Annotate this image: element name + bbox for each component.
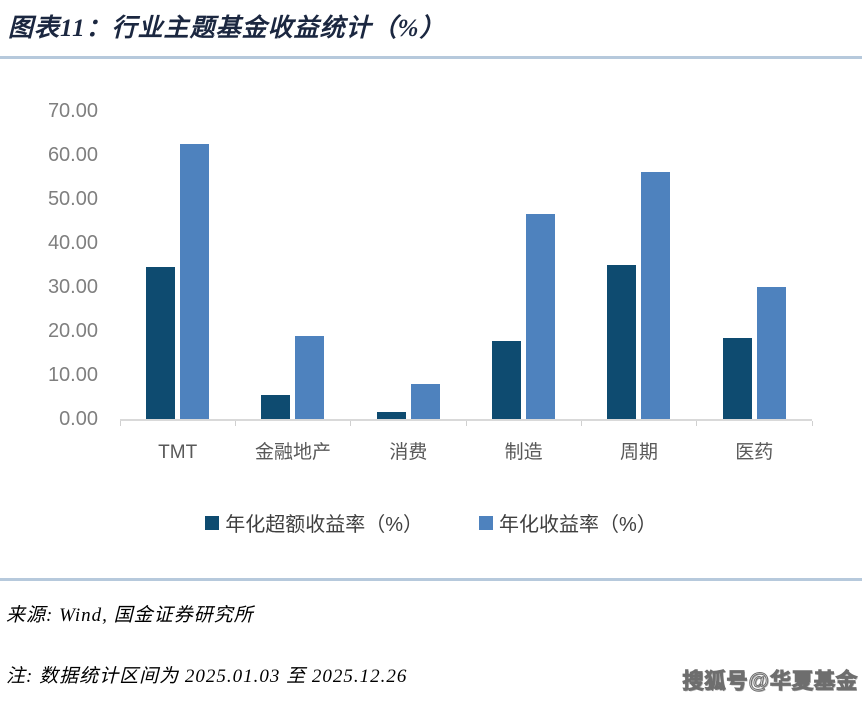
y-tick-label: 70.00 [47,100,98,122]
x-label-制造: 制造 [504,442,543,463]
legend-item: 年化收益率（%） [479,508,657,537]
source-text: 来源: Wind, 国金证券研究所 [6,605,254,626]
bar-年化超额收益率（%）-周期 [607,265,637,419]
note-text: 注: 数据统计区间为 2025.01.03 至 2025.12.26 [6,666,408,687]
top-divider [0,56,862,59]
legend-swatch-icon [479,515,493,530]
x-axis-tick [465,421,467,426]
x-label-消费: 消费 [389,442,428,463]
x-axis-labels: TMT 金融地产 消费 制造 周期 医药 [120,440,812,466]
bar-group-消费 [351,111,466,419]
x-label-TMT: TMT [158,442,198,463]
bar-年化收益率（%）-制造 [526,214,556,419]
x-label-医药: 医药 [735,442,774,463]
bottom-divider [0,578,862,581]
bar-group-TMT [120,111,235,419]
y-tick-label: 60.00 [47,144,98,166]
x-axis-tick [119,421,121,426]
bar-groups [120,111,812,419]
plot-area [119,111,813,426]
bar-group-周期 [581,111,696,419]
x-label-金融地产: 金融地产 [254,442,331,463]
bar-group-金融地产 [235,111,350,419]
bar-年化超额收益率（%）-制造 [492,340,522,419]
chart-legend: 年化超额收益率（%） 年化收益率（%） [0,508,862,537]
y-tick-label: 50.00 [47,188,98,210]
y-tick-label: 0.00 [59,408,98,430]
legend-label: 年化超额收益率（%） [225,514,423,536]
bar-年化超额收益率（%）-医药 [722,338,752,419]
watermark-text: 搜狐号@华夏基金 [682,670,858,694]
bar-年化收益率（%）-周期 [641,171,671,419]
legend-label: 年化收益率（%） [499,514,657,536]
bar-年化超额收益率（%）-TMT [146,267,176,419]
bar-年化收益率（%）-医药 [756,287,786,419]
chart-title: 图表11：行业主题基金收益统计（%） [8,15,446,42]
x-axis-tick [696,421,698,426]
x-axis-tick [234,421,236,426]
bar-group-制造 [466,111,581,419]
x-axis-tick [350,421,352,426]
bar-group-医药 [697,111,812,419]
bar-年化超额收益率（%）-消费 [376,412,406,419]
y-tick-label: 40.00 [47,232,98,254]
legend-item: 年化超额收益率（%） [205,508,423,537]
y-tick-label: 20.00 [47,320,98,342]
bar-年化收益率（%）-TMT [180,144,210,419]
bar-年化超额收益率（%）-金融地产 [261,394,291,419]
bar-年化收益率（%）-消费 [410,383,440,419]
x-label-周期: 周期 [619,442,658,463]
legend-swatch-icon [205,515,220,530]
y-tick-label: 30.00 [47,276,98,298]
x-axis-tick [580,421,582,426]
y-tick-label: 10.00 [47,364,98,386]
bar-年化收益率（%）-金融地产 [295,336,325,419]
x-axis-tick [811,421,813,426]
